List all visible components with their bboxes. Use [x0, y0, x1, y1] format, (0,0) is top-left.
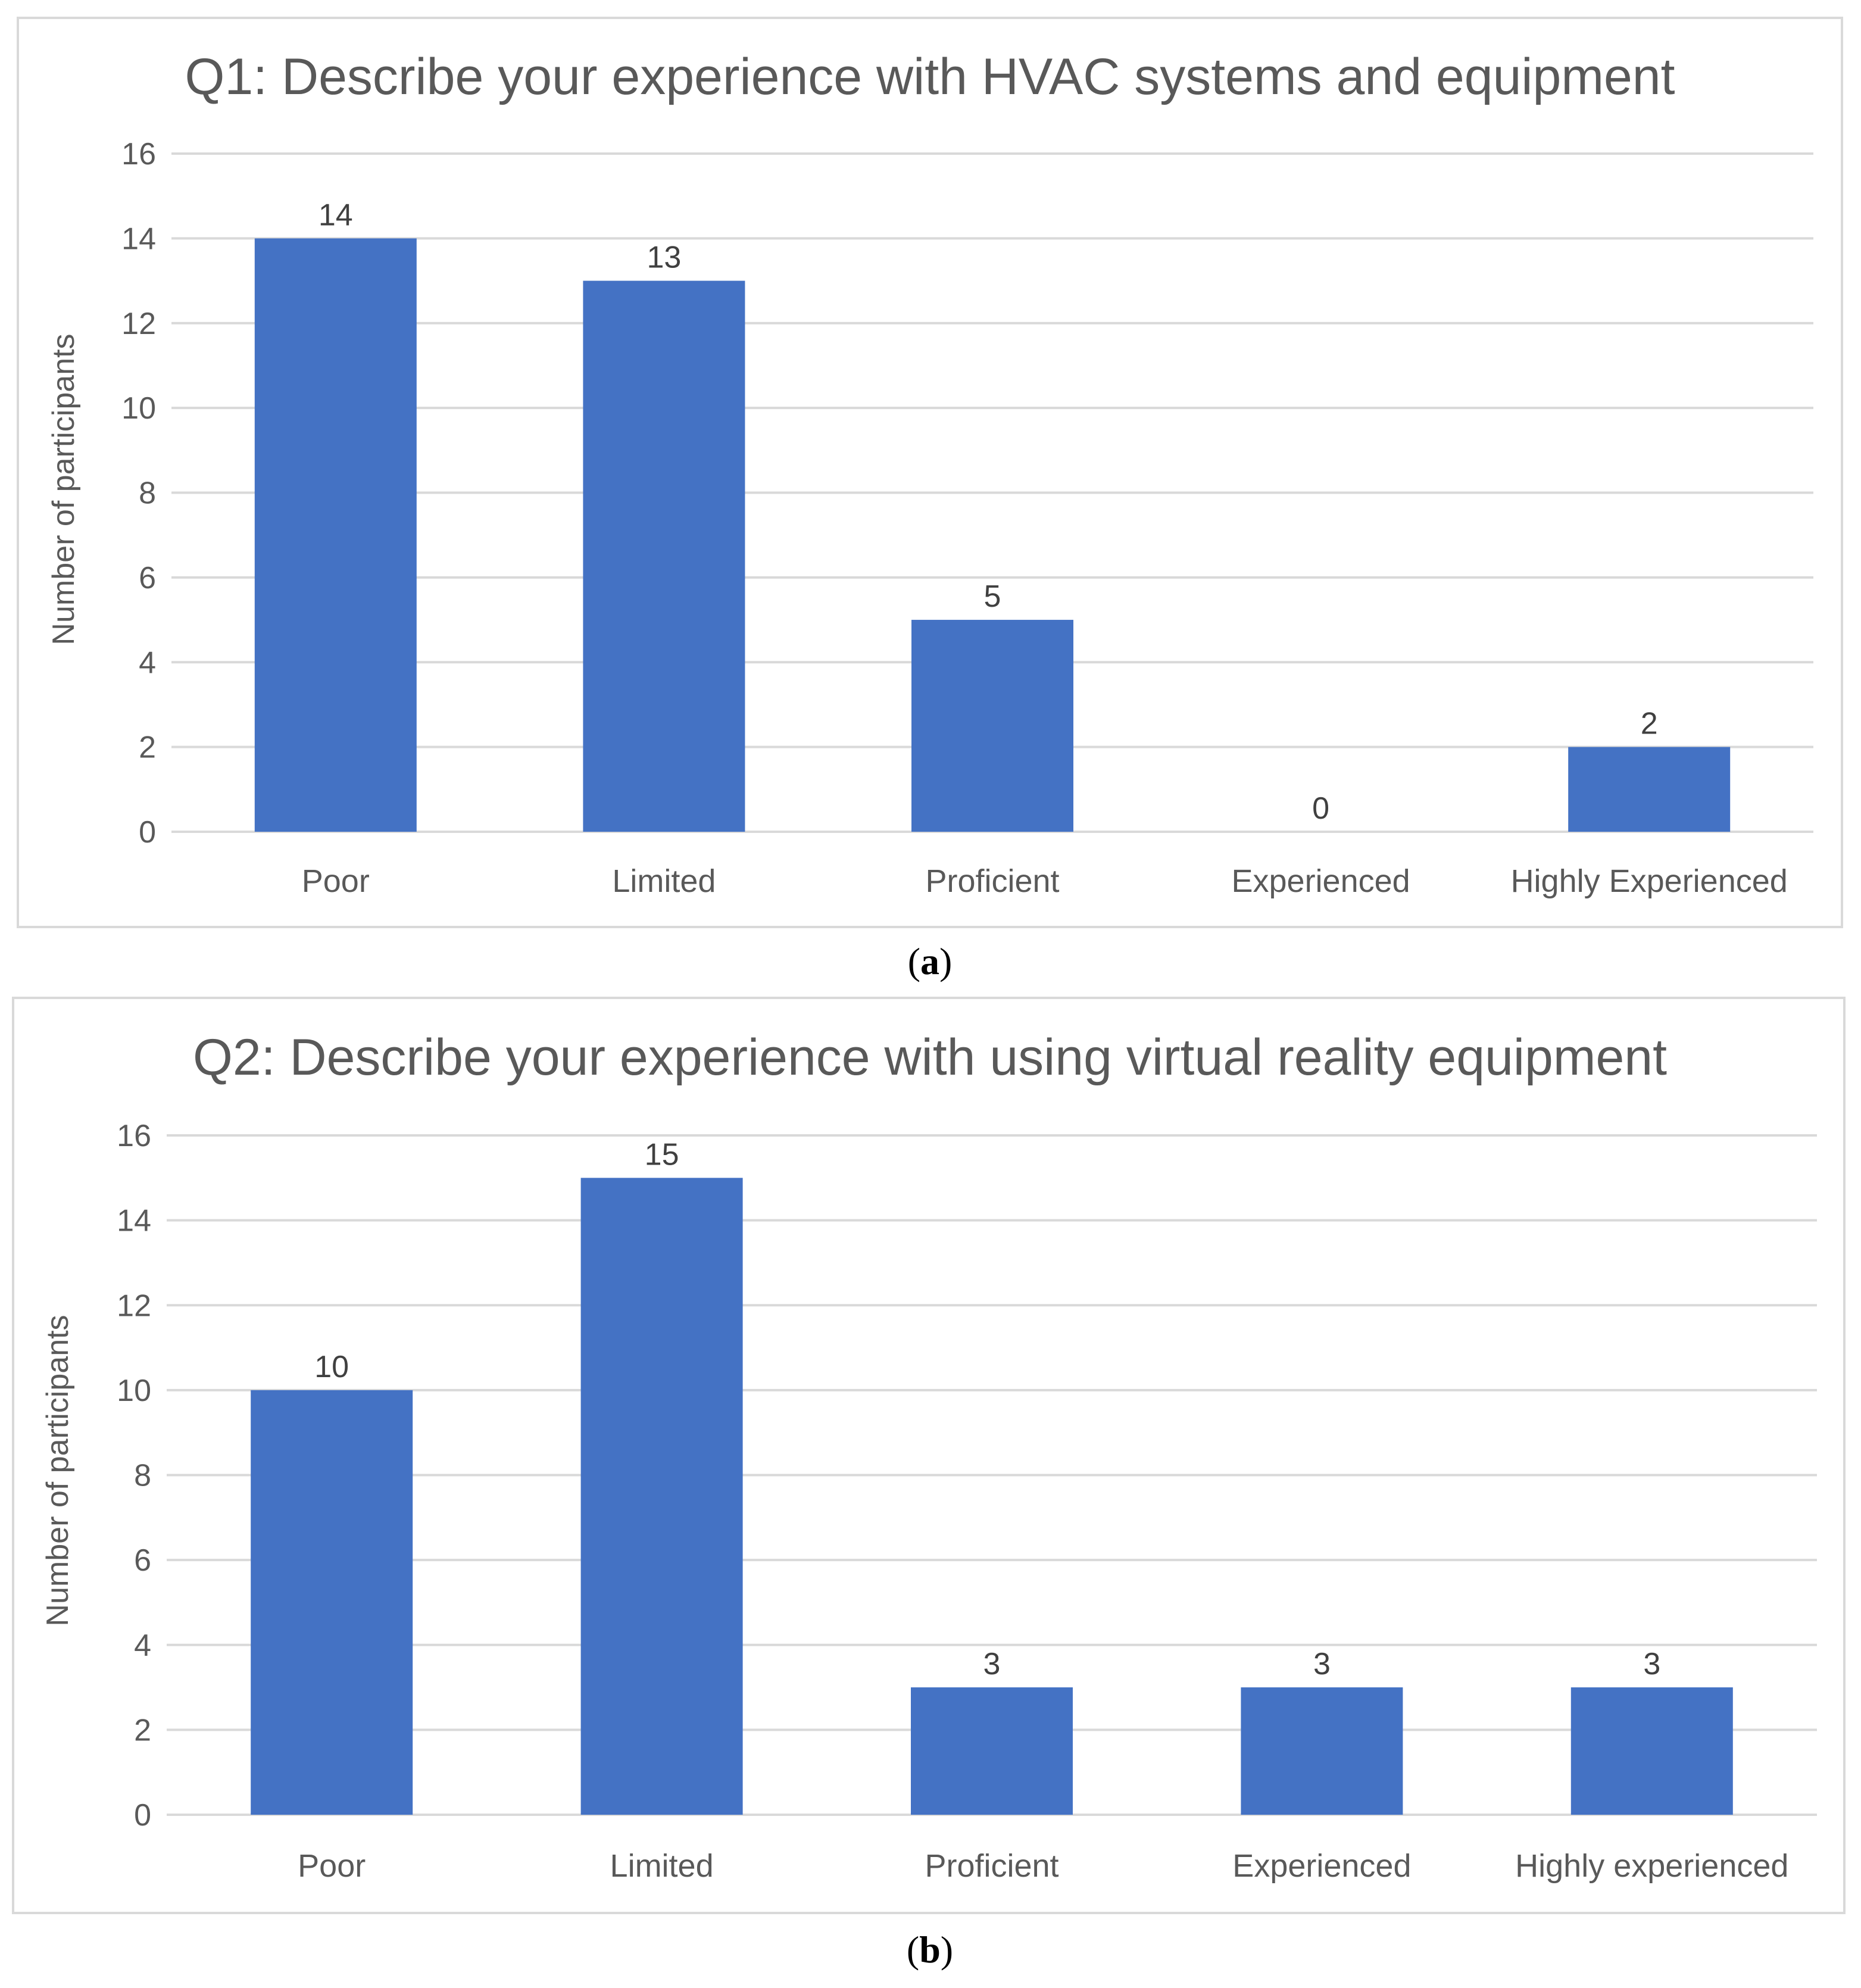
bar-value-label: 14 [319, 198, 353, 232]
bars-b [251, 1178, 1733, 1815]
bar-value-label: 15 [645, 1137, 679, 1172]
y-tick-label: 16 [121, 137, 156, 171]
bar-highly-experienced [1570, 1687, 1733, 1815]
x-tick-label: Highly Experienced [1511, 863, 1788, 899]
caption-a: (a) [907, 940, 953, 982]
y-tick-label: 10 [121, 391, 156, 426]
chart-title-b: Q2: Describe your experience with using … [193, 1029, 1667, 1086]
caption-letter-a: a [920, 940, 939, 982]
x-tick-label: Experienced [1231, 863, 1410, 899]
bar-labels-a: 14 13 5 0 2 [319, 198, 1658, 826]
bar-highly-experienced [1568, 747, 1731, 832]
bar-proficient [911, 1687, 1073, 1815]
x-tick-label: Highly experienced [1515, 1848, 1788, 1884]
y-tick-label: 16 [117, 1119, 151, 1153]
x-tick-label: Limited [612, 863, 716, 899]
x-tick-label: Limited [610, 1848, 714, 1884]
y-tick-label: 8 [134, 1459, 151, 1493]
y-tick-label: 0 [134, 1798, 151, 1833]
x-ticks-b: Poor Limited Proficient Experienced Highly e… [298, 1848, 1788, 1884]
y-tick-label: 14 [117, 1204, 151, 1238]
bar-value-label: 5 [984, 579, 1001, 614]
bar-value-label: 10 [314, 1350, 349, 1384]
x-tick-label: Experienced [1232, 1848, 1411, 1884]
caption-b: (b) [906, 1928, 954, 1971]
bars-a [254, 238, 1731, 832]
bar-labels-b: 10 15 3 3 3 [314, 1137, 1660, 1681]
chart-panel-a: Q1: Describe your experience with HVAC s… [17, 17, 1843, 928]
y-tick-label: 12 [117, 1288, 151, 1323]
bar-limited [580, 1178, 743, 1815]
x-tick-label: Poor [302, 863, 370, 899]
y-tick-label: 12 [121, 307, 156, 341]
bar-value-label: 3 [983, 1647, 1001, 1681]
bar-value-label: 0 [1312, 791, 1329, 826]
bar-limited [583, 280, 745, 832]
y-tick-label: 4 [139, 645, 156, 680]
bar-value-label: 3 [1643, 1647, 1660, 1681]
gridlines-a [171, 152, 1813, 833]
bar-value-label: 2 [1641, 707, 1658, 741]
y-tick-label: 2 [134, 1713, 151, 1747]
y-tick-label: 2 [139, 731, 156, 765]
x-ticks-a: Poor Limited Proficient Experienced Highly E… [302, 863, 1788, 899]
bar-poor [254, 238, 417, 832]
caption-letter-b: b [919, 1928, 941, 1971]
y-tick-label: 10 [117, 1374, 151, 1408]
bar-experienced [1241, 1687, 1403, 1815]
y-tick-label: 8 [139, 476, 156, 511]
x-tick-label: Poor [298, 1848, 366, 1884]
y-axis-title-a: Number of participants [46, 333, 81, 645]
bar-proficient [911, 620, 1073, 832]
y-ticks-a: 0 2 4 6 8 10 12 14 16 [121, 137, 156, 850]
y-ticks-b: 0 2 4 6 8 10 12 14 16 [117, 1119, 151, 1833]
y-tick-label: 14 [121, 221, 156, 256]
y-tick-label: 6 [134, 1543, 151, 1578]
bar-poor [251, 1390, 413, 1815]
bar-value-label: 3 [1313, 1647, 1331, 1681]
y-tick-label: 6 [139, 561, 156, 595]
x-tick-label: Proficient [925, 1848, 1058, 1884]
y-tick-label: 4 [134, 1628, 151, 1663]
x-tick-label: Proficient [925, 863, 1059, 899]
y-axis-title-b: Number of participants [40, 1315, 75, 1626]
bar-value-label: 13 [647, 241, 681, 275]
chart-panel-b: Q2: Describe your experience with using … [12, 997, 1846, 1914]
chart-title-a: Q1: Describe your experience with HVAC s… [185, 48, 1675, 105]
y-tick-label: 0 [139, 815, 156, 850]
